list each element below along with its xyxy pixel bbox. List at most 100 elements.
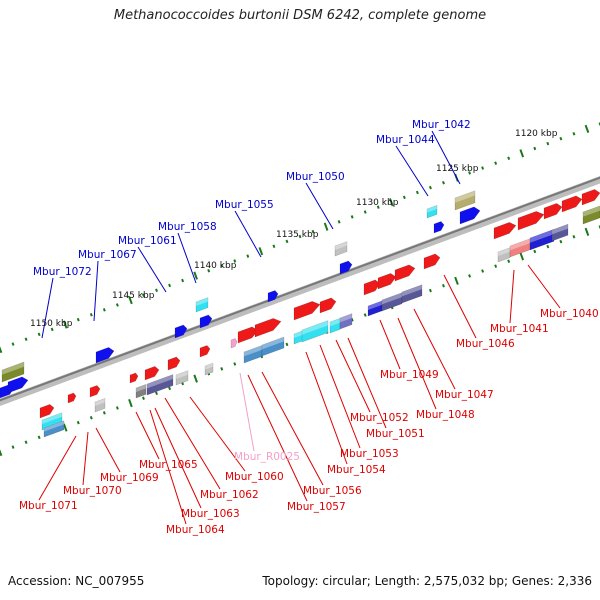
tick-mark: [89, 416, 93, 420]
tick-mark: [323, 222, 329, 231]
leader-line: [177, 232, 197, 284]
leader-line: [319, 344, 361, 449]
leader-line: [431, 130, 461, 185]
forward-gene-arrow: [459, 206, 481, 225]
gene-block: [175, 370, 189, 386]
tick-mark: [24, 440, 28, 444]
tick-mark: [559, 136, 563, 141]
gene-features: [0, 189, 600, 438]
tick-mark: [519, 149, 525, 158]
tick-mark: [363, 313, 367, 317]
gene-labels: Mbur_1042 Mbur_1044 Mbur_1050 Mbur_1055 Mbur…: [19, 119, 599, 536]
tick-mark: [24, 337, 28, 341]
leader-line: [379, 319, 401, 370]
gene-label: Mbur_1044: [376, 134, 435, 146]
tick-mark: [115, 303, 119, 307]
tick-mark: [311, 229, 315, 234]
tick-mark: [598, 122, 600, 126]
reverse-gene-arrow: [167, 356, 181, 371]
tick-mark: [584, 124, 590, 133]
tick-mark: [519, 252, 525, 261]
gene-block: [454, 190, 476, 211]
scale-label: 1150 kbp: [30, 319, 73, 329]
tick-mark: [11, 342, 15, 346]
tick-mark: [388, 198, 394, 207]
genome-backbone: [0, 175, 600, 407]
tick-mark: [102, 411, 106, 415]
leader-line: [509, 269, 515, 324]
reverse-gene-arrow: [543, 203, 563, 220]
tick-mark: [376, 205, 380, 209]
gene-block: [204, 362, 214, 376]
gene-label: Mbur_1041: [490, 323, 549, 335]
scale-label: 1145 kbp: [112, 291, 155, 301]
gene-label: Mbur_1042: [412, 119, 471, 131]
gene-label: Mbur_1065: [139, 459, 198, 471]
accession-text: Accession: NC_007955: [8, 574, 145, 588]
scale-label: 1120 kbp: [515, 129, 558, 139]
reverse-gene-arrow: [39, 404, 55, 419]
tick-mark: [285, 239, 289, 244]
tick-mark: [363, 210, 367, 214]
tick-mark: [155, 391, 158, 396]
leader-line: [234, 210, 262, 258]
tick-mark: [546, 244, 550, 249]
scale-label: 1125 kbp: [436, 164, 479, 174]
reverse-gene-arrow: [517, 211, 545, 231]
tick-mark: [546, 141, 550, 146]
reverse-gene-arrow: [144, 366, 160, 381]
tick-mark: [220, 264, 224, 268]
gene-label: Mbur_1064: [166, 524, 225, 536]
leader-line: [38, 435, 77, 501]
gene-label: Mbur_1054: [327, 464, 386, 476]
tick-mark: [37, 332, 41, 337]
gene-block: [551, 223, 569, 242]
tick-mark: [533, 146, 537, 151]
tick-mark: [402, 195, 406, 200]
tick-mark: [102, 308, 106, 312]
scale-label: 1130 kbp: [356, 198, 399, 208]
tick-mark: [285, 342, 289, 347]
tick-mark: [193, 374, 198, 383]
leader-line: [395, 145, 429, 197]
gene-label: Mbur_1047: [435, 389, 494, 401]
tick-mark: [0, 344, 3, 354]
gene-label: Mbur_1071: [19, 500, 78, 512]
tick-mark: [468, 171, 472, 175]
map-title: Methanococcoides burtonii DSM 6242, comp…: [113, 8, 487, 23]
leader-line: [247, 374, 308, 502]
gene-block: [1, 361, 25, 383]
tick-mark: [246, 254, 250, 258]
leader-line: [41, 277, 54, 339]
tick-mark: [298, 234, 302, 239]
leader-line: [305, 351, 348, 465]
tick-mark: [0, 447, 3, 457]
tick-mark: [337, 220, 341, 224]
tick-mark: [37, 435, 41, 440]
gene-label: Mbur_R0025: [234, 451, 300, 463]
gene-block: [329, 318, 341, 334]
tick-mark: [193, 271, 198, 280]
reverse-gene-arrow: [423, 253, 441, 270]
gene-block: [529, 228, 555, 251]
gene-label: Mbur_1067: [78, 249, 137, 261]
tick-mark: [142, 293, 145, 297]
reverse-gene-arrow: [581, 189, 600, 206]
forward-gene-arrow: [267, 290, 279, 303]
tick-mark: [442, 283, 445, 288]
forward-gene-arrow: [199, 314, 213, 329]
gene-label: Mbur_1048: [416, 409, 475, 421]
gene-block: [497, 247, 511, 263]
tick-mark: [181, 278, 185, 283]
tick-mark: [494, 264, 498, 268]
gene-block: [135, 384, 147, 399]
gene-block: [334, 241, 348, 257]
scale-labels: 1120 kbp 1125 kbp 1130 kbp 1135 kbp 1140 kbp…: [30, 129, 558, 329]
leader-line: [164, 397, 221, 490]
reverse-gene-arrow: [89, 385, 101, 398]
reverse-gene-arrow: [319, 297, 337, 314]
gene-label: Mbur_1049: [380, 369, 439, 381]
reverse-gene-arrow: [254, 318, 282, 338]
leader-line: [527, 264, 561, 309]
leader-line: [305, 182, 334, 230]
